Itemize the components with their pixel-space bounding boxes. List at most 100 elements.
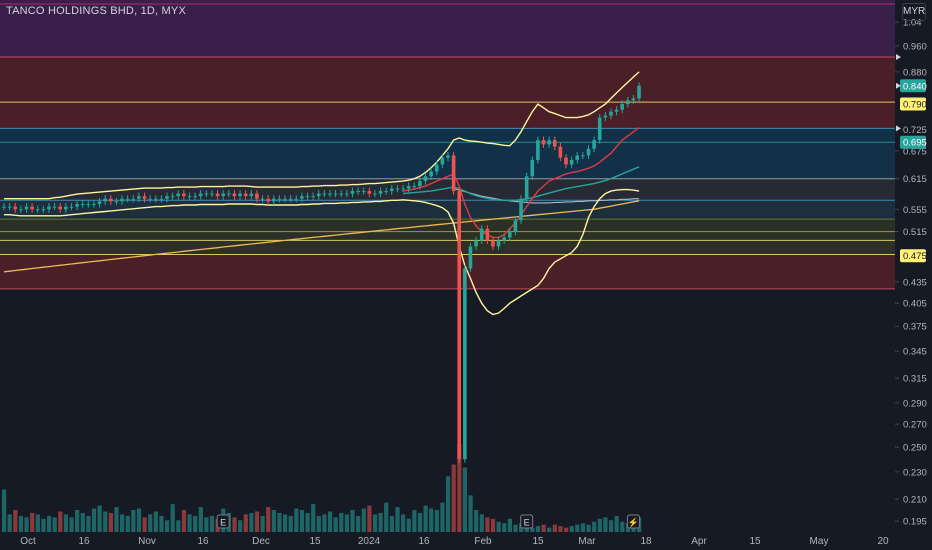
- candle-body: [176, 193, 181, 197]
- price-badge-label: 0.840: [903, 81, 927, 92]
- volume-bar: [243, 514, 248, 532]
- candle-body: [558, 146, 563, 158]
- zone-band: [0, 0, 895, 58]
- volume-bar: [18, 515, 24, 532]
- candle-body: [412, 186, 417, 188]
- candle-body: [401, 188, 405, 190]
- candle-body: [322, 193, 327, 195]
- time-tick-label: 16: [197, 536, 209, 547]
- price-tick-label: 0.725: [903, 125, 927, 136]
- volume-bar: [592, 521, 597, 532]
- volume-bar: [63, 514, 69, 532]
- candle-body: [536, 140, 540, 160]
- volume-bar: [299, 510, 305, 532]
- event-marker: [520, 514, 534, 529]
- volume-bar: [7, 514, 12, 532]
- candle-body: [137, 196, 141, 199]
- candle-body: [288, 198, 293, 200]
- currency-button[interactable]: MYR: [902, 3, 926, 21]
- volume-bar: [249, 512, 254, 532]
- volume-bar: [384, 502, 389, 532]
- price-tick-label: 0.270: [903, 420, 927, 431]
- candle-body: [277, 198, 282, 200]
- time-tick-label: 16: [418, 536, 430, 547]
- volume-bar: [440, 502, 445, 532]
- candle-body: [603, 115, 608, 118]
- volume-bar: [350, 510, 355, 532]
- candle-body: [187, 196, 192, 198]
- volume-bar: [401, 514, 406, 532]
- candle-body: [423, 176, 428, 182]
- volume-bar: [395, 507, 400, 532]
- ma-orange-line: [3, 200, 640, 273]
- price-arrow-marker: [896, 54, 901, 61]
- candle-body: [131, 198, 136, 200]
- price-badge: [900, 97, 926, 111]
- candle-body: [283, 198, 287, 200]
- candle-body: [513, 220, 518, 232]
- volume-bar: [356, 515, 361, 532]
- zone-band: [0, 200, 895, 220]
- candle-body: [311, 196, 315, 198]
- volume-bar: [46, 515, 52, 532]
- volume-bar: [142, 517, 147, 532]
- zone-band: [0, 102, 895, 129]
- candle-body: [249, 193, 254, 197]
- price-badge: [900, 79, 926, 93]
- candle-body: [108, 198, 113, 202]
- candle-body: [350, 191, 355, 194]
- time-tick-label: Dec: [252, 536, 270, 547]
- candle-body: [260, 198, 265, 200]
- candle-body: [479, 228, 484, 241]
- volume-bar: [339, 512, 344, 532]
- price-badge-label: 0.695: [903, 138, 927, 149]
- price-tick-label: 0.515: [903, 227, 927, 238]
- time-tick-label: 15: [749, 536, 761, 547]
- event-label: E: [524, 518, 530, 528]
- candle-body: [92, 203, 96, 205]
- time-tick-label: 18: [640, 536, 652, 547]
- ma-grey-line: [453, 188, 640, 204]
- candle-body: [508, 231, 512, 238]
- time-tick-label: 15: [309, 536, 321, 547]
- candle-body: [316, 193, 321, 197]
- price-tick-label: 1.04: [903, 18, 922, 29]
- volume-bar: [429, 508, 434, 532]
- candle-body: [305, 196, 310, 198]
- volume-bar: [193, 515, 198, 532]
- candle-body: [170, 196, 175, 198]
- candle-body: [434, 164, 439, 172]
- price-tick-label: 0.675: [903, 146, 927, 157]
- time-tick-label: Feb: [474, 536, 492, 547]
- candle-body: [637, 85, 641, 99]
- candle-body: [204, 193, 209, 195]
- volume-bar: [406, 518, 411, 532]
- candle-body: [581, 155, 585, 157]
- volume-bar: [153, 511, 158, 532]
- candle-body: [440, 157, 445, 165]
- candle-body: [389, 188, 394, 192]
- volume-bar: [445, 476, 451, 532]
- volume-bar: [558, 526, 563, 532]
- candle-body: [451, 155, 456, 192]
- volume-bar: [35, 514, 40, 532]
- volume-bar: [209, 515, 215, 532]
- volume-bar: [547, 527, 552, 532]
- price-badge: [900, 249, 926, 263]
- candle-body: [255, 193, 259, 199]
- candle-body: [406, 186, 411, 189]
- volume-bar: [468, 495, 473, 532]
- candle-body: [429, 171, 433, 177]
- volume-bar: [232, 517, 237, 532]
- candle-body: [69, 206, 74, 208]
- candle-body: [2, 206, 6, 208]
- candle-body: [210, 193, 214, 195]
- price-tick-label: 0.210: [903, 495, 927, 506]
- candle-body: [339, 193, 343, 195]
- candle-body: [502, 237, 506, 241]
- volume-bar: [620, 521, 625, 532]
- candle-body: [52, 206, 57, 208]
- volume-bar: [474, 510, 479, 532]
- volume-bar: [108, 512, 113, 532]
